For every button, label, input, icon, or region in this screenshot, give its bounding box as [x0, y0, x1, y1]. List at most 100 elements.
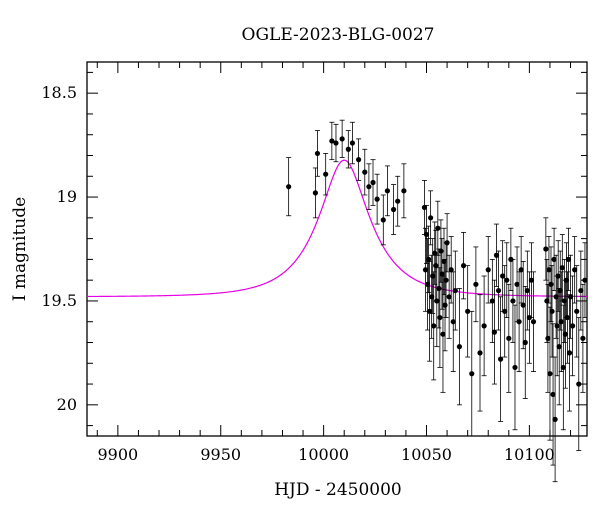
data-point: [443, 277, 449, 283]
data-point: [362, 169, 368, 175]
data-point: [438, 248, 444, 254]
data-point: [435, 225, 441, 231]
data-point: [436, 285, 442, 292]
y-axis-tick-labels: 18.5 19 19.5 20: [41, 83, 77, 414]
data-point: [444, 240, 450, 246]
data-point: [428, 215, 434, 221]
data-point: [286, 184, 292, 190]
data-point: [504, 277, 510, 283]
data-point: [556, 344, 562, 350]
data-point: [493, 252, 500, 258]
data-point: [516, 319, 522, 325]
x-axis-tick-labels: 9900 9950 10000 10050 10100: [98, 445, 555, 464]
data-point: [314, 150, 321, 157]
data-point: [572, 267, 578, 273]
data-point: [545, 335, 551, 341]
data-point: [506, 335, 512, 341]
model-layer: [87, 159, 588, 298]
data-point: [497, 356, 504, 362]
data-point: [489, 298, 495, 304]
data-point: [530, 319, 537, 325]
y-tick-label: 19.5: [41, 291, 77, 310]
data-point: [491, 329, 498, 335]
data-point: [576, 381, 582, 387]
data-point: [460, 263, 467, 269]
chart-title: OGLE-2023-BLG-0027: [242, 25, 435, 45]
data-point: [452, 287, 458, 294]
data-point: [512, 364, 518, 371]
data-point: [560, 364, 566, 371]
plot-frame: [86, 61, 588, 437]
data-point: [442, 302, 448, 308]
data-point: [384, 188, 391, 194]
data-point: [434, 298, 440, 304]
data-point: [356, 157, 362, 163]
data-point: [554, 323, 560, 329]
data-point: [582, 277, 588, 283]
y-axis-ticks: [87, 71, 587, 427]
x-tick-label: 10000: [298, 445, 349, 464]
data-point: [547, 371, 553, 377]
data-point: [440, 331, 446, 337]
data-point: [481, 323, 487, 329]
data-point: [473, 281, 479, 287]
data-point: [520, 302, 526, 308]
x-axis-ticks: [96, 62, 572, 436]
y-tick-label: 18.5: [41, 83, 77, 102]
data-point: [514, 281, 520, 287]
data-point: [580, 335, 586, 341]
data-point: [578, 287, 584, 294]
y-axis-title: I magnitude: [10, 197, 30, 301]
data-point: [558, 319, 564, 325]
x-tick-label: 9900: [98, 445, 139, 464]
x-tick-label: 10050: [401, 445, 452, 464]
data-point: [485, 267, 491, 273]
data-point: [555, 273, 561, 279]
data-point: [469, 371, 475, 377]
data-point: [421, 204, 428, 211]
data-point: [551, 256, 557, 262]
data-point: [546, 267, 552, 273]
data-point: [566, 350, 573, 356]
data-point: [349, 140, 356, 146]
data-point: [552, 416, 558, 422]
data-point: [448, 267, 454, 273]
data-point: [502, 308, 508, 314]
data-point: [323, 171, 329, 177]
data-point: [528, 277, 535, 283]
data-point: [339, 136, 345, 142]
data-point: [543, 246, 549, 252]
x-tick-label: 9950: [200, 445, 241, 464]
data-point: [500, 273, 506, 279]
data-point: [564, 314, 571, 321]
data-point: [567, 294, 574, 300]
data-point: [569, 323, 576, 329]
data-point: [456, 344, 463, 350]
y-tick-label: 19: [57, 187, 77, 206]
data-point: [374, 196, 380, 202]
data-point: [465, 308, 471, 314]
data-point: [477, 350, 483, 356]
data-point: [450, 319, 456, 325]
data-point: [380, 217, 386, 223]
data-point: [439, 271, 445, 277]
data-point: [518, 267, 524, 273]
data-point: [390, 206, 397, 213]
data-point: [345, 146, 351, 152]
data-point: [524, 287, 530, 294]
x-tick-label: 10100: [504, 445, 555, 464]
data-point: [425, 256, 432, 262]
data-point: [522, 339, 528, 346]
data-point: [370, 179, 376, 186]
data-point: [426, 308, 433, 314]
data-point: [495, 287, 502, 294]
data-point: [548, 281, 554, 287]
data-point: [329, 138, 335, 144]
data-point: [312, 190, 318, 196]
data-point: [562, 331, 568, 337]
data-point: [510, 298, 516, 304]
data-point: [549, 308, 555, 314]
data-point: [565, 256, 572, 262]
y-tick-label: 20: [57, 395, 77, 414]
